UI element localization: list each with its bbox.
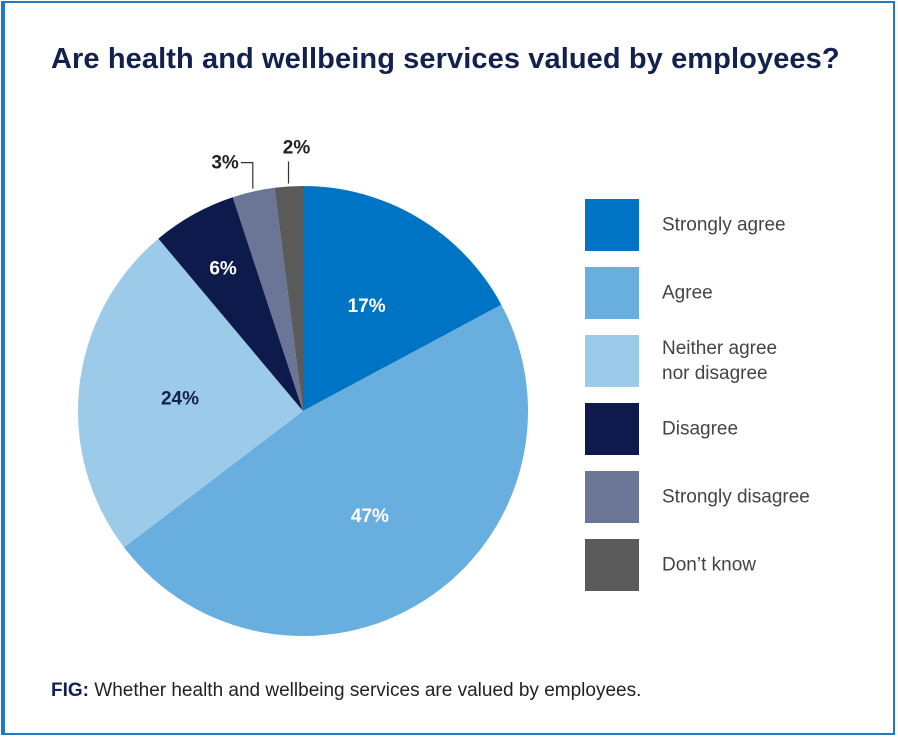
- legend-swatch: [585, 335, 639, 387]
- slice-label-disagree: 6%: [209, 259, 237, 280]
- legend-swatch: [585, 199, 639, 251]
- figure-caption: FIG: Whether health and wellbeing servic…: [51, 680, 641, 702]
- caption-prefix: FIG:: [51, 680, 89, 701]
- legend-label: Agree: [662, 282, 713, 304]
- legend-swatch: [585, 539, 639, 591]
- legend-item-disagree: Disagree: [585, 403, 885, 455]
- legend-label: Strongly agree: [662, 214, 786, 236]
- pie-chart: 17% 47% 24% 6% 3% 2%: [77, 138, 529, 637]
- caption-text: Whether health and wellbeing services ar…: [94, 680, 642, 701]
- legend-item-agree: Agree: [585, 267, 885, 319]
- legend-label: Don’t know: [662, 554, 756, 576]
- chart-title: Are health and wellbeing services valued…: [51, 43, 840, 75]
- legend-label: Disagree: [662, 418, 739, 440]
- legend-item-neither-agree-nor-disagree: Neither agree nor disagree: [585, 335, 885, 387]
- legend-swatch: [585, 471, 639, 523]
- legend-label: Strongly disagree: [662, 486, 810, 508]
- slice-label-neither-agree-nor-disagree: 24%: [161, 388, 199, 409]
- slice-label-strongly-disagree: 3%: [211, 153, 239, 174]
- legend-label: Neither agree nor disagree: [662, 338, 778, 384]
- pie-slice-disagree: [158, 197, 303, 411]
- pie-slice-strongly-disagree: [232, 187, 303, 411]
- leader-line-strongly-disagree: [240, 162, 254, 189]
- pie-slice-agree: [123, 304, 529, 637]
- legend-item-strongly-agree: Strongly agree: [585, 199, 885, 251]
- legend-swatch: [585, 267, 639, 319]
- pie-slice-neither-agree-nor-disagree: [77, 238, 304, 548]
- slice-label-strongly-agree: 17%: [348, 296, 386, 317]
- slice-label-agree: 47%: [351, 506, 389, 527]
- slice-label-don-t-know: 2%: [283, 138, 311, 159]
- pie-slice-strongly-agree: [303, 185, 502, 411]
- legend-item-strongly-disagree: Strongly disagree: [585, 471, 885, 523]
- legend-item-don-t-know: Don’t know: [585, 539, 885, 591]
- pie-slice-don-t-know: [274, 186, 303, 411]
- legend-swatch: [585, 403, 639, 455]
